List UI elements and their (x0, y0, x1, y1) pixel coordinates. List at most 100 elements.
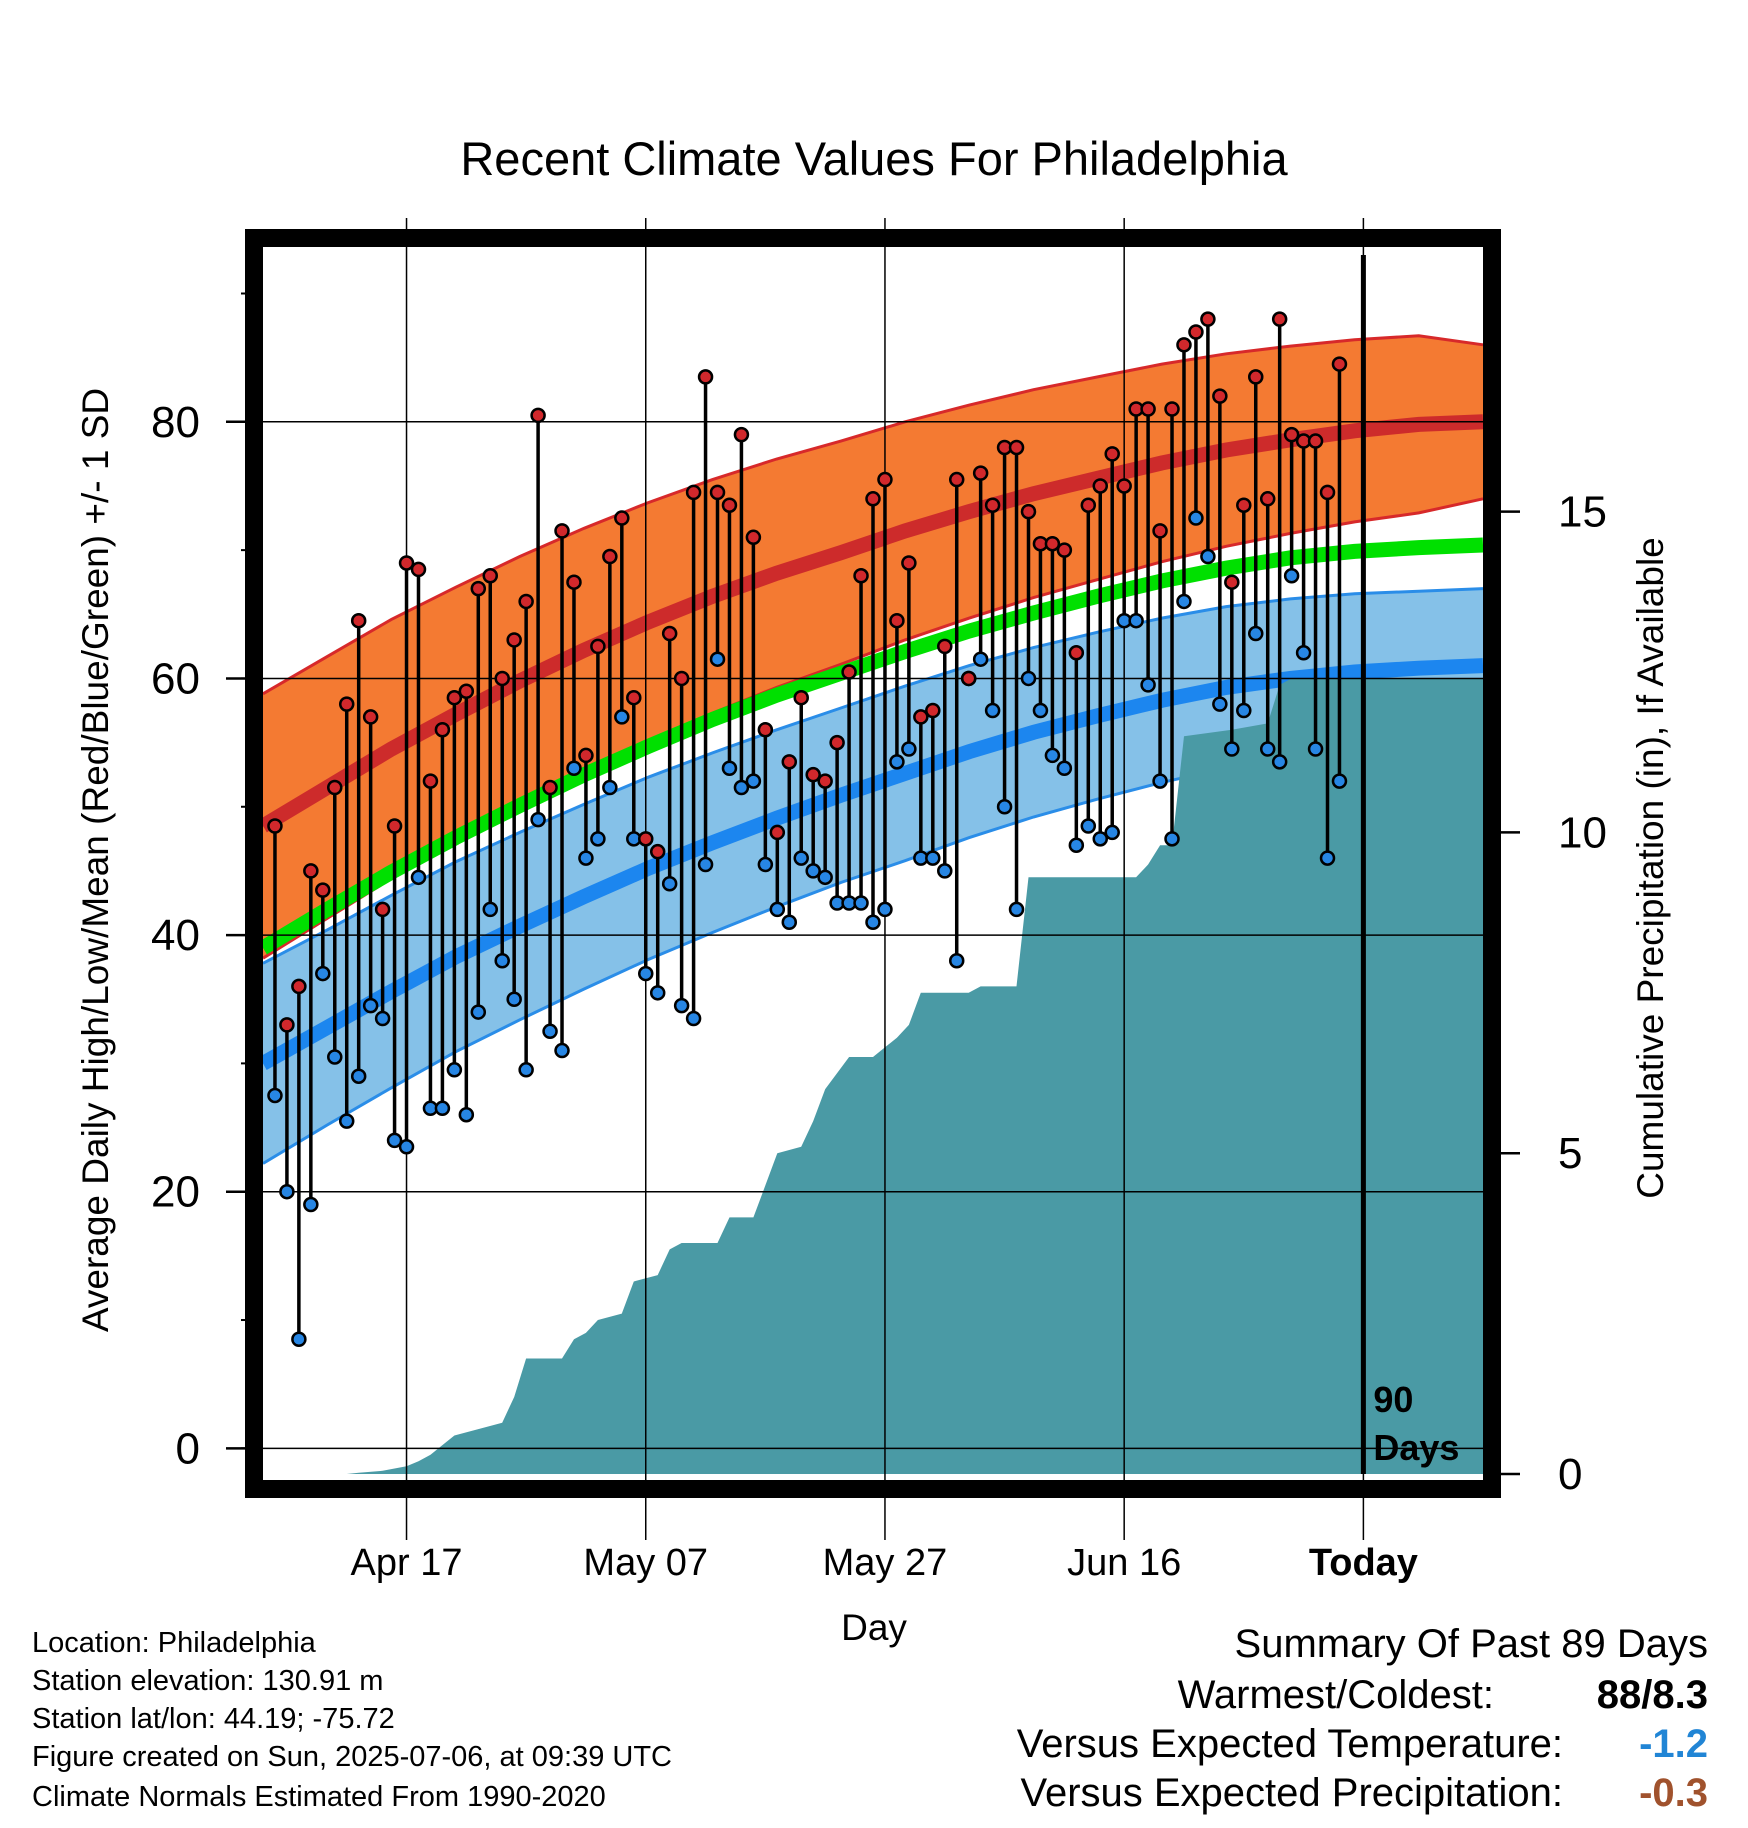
daily-high-point (303, 863, 319, 879)
daily-high-point (1176, 337, 1192, 353)
daily-high-point (578, 747, 594, 764)
daily-low-point (518, 1062, 534, 1078)
daily-low-point (996, 799, 1013, 815)
daily-low-point (637, 965, 654, 982)
daily-high-point (1116, 478, 1132, 494)
daily-low-point (1068, 837, 1085, 854)
daily-points (267, 311, 1348, 1348)
daily-low-point (1259, 741, 1276, 757)
daily-low-point (865, 914, 881, 930)
summary-heading: Summary Of Past 89 Days (1234, 1622, 1708, 1666)
daily-high-point (793, 689, 809, 706)
daily-low-point (1020, 670, 1037, 687)
daily-low-point (614, 709, 630, 725)
daily-low-point (1188, 510, 1204, 526)
y2-tick-label: 0 (1558, 1450, 1582, 1499)
daily-high-point (709, 484, 726, 501)
daily-low-point (434, 1100, 451, 1117)
daily-high-point (386, 818, 403, 834)
y2-tick-label: 10 (1558, 808, 1607, 857)
daily-range-stems (273, 319, 1342, 1340)
daily-high-point (1020, 503, 1037, 520)
daily-high-point (865, 491, 881, 507)
daily-low-point (984, 702, 1001, 719)
daily-low-point (757, 856, 774, 873)
daily-low-point (374, 1010, 391, 1027)
daily-high-point (721, 497, 738, 513)
daily-low-point (1140, 677, 1156, 693)
daily-high-point (1200, 311, 1216, 327)
daily-low-point (901, 741, 917, 757)
daily-low-point (1295, 645, 1312, 661)
daily-low-point (769, 901, 786, 918)
daily-high-point (637, 831, 654, 847)
daily-low-point (1008, 901, 1025, 918)
daily-high-point (817, 773, 833, 789)
daily-low-point (446, 1062, 463, 1078)
precip-area-group (263, 678, 1483, 1474)
daily-high-point (470, 580, 487, 597)
daily-low-point (1200, 548, 1216, 565)
today-label-days: Days (1373, 1427, 1459, 1468)
y2-axis-label: Cumulative Precipitation (in), If Availa… (1630, 537, 1671, 1199)
info-created: Figure created on Sun, 2025-07-06, at 09… (32, 1741, 672, 1773)
daily-high-point (291, 978, 307, 995)
y-tick-label: 80 (151, 398, 200, 447)
daily-high-point (948, 471, 965, 488)
x-tick-label: May 07 (583, 1542, 708, 1584)
daily-low-point (602, 779, 618, 796)
daily-low-point (566, 760, 582, 777)
x-tick-label: Jun 16 (1067, 1542, 1181, 1584)
daily-high-point (398, 555, 415, 571)
summary-warmest-label: Warmest/Coldest: (1177, 1673, 1494, 1717)
daily-high-point (434, 722, 451, 738)
daily-low-point (470, 1004, 487, 1020)
daily-high-point (889, 612, 905, 629)
daily-low-point (279, 1183, 295, 1200)
daily-low-point (1056, 760, 1073, 777)
daily-high-point (566, 574, 582, 590)
daily-high-point (602, 548, 618, 565)
daily-high-point (1104, 446, 1120, 462)
daily-high-point (937, 638, 953, 655)
daily-low-point (948, 952, 965, 969)
daily-high-point (350, 612, 367, 629)
daily-high-point (745, 529, 762, 546)
daily-low-point (291, 1331, 307, 1348)
daily-high-point (1307, 433, 1324, 449)
daily-low-point (649, 985, 666, 1001)
daily-high-point (542, 779, 558, 796)
daily-high-point (841, 664, 857, 680)
daily-high-point (1259, 491, 1276, 507)
daily-low-point (458, 1106, 475, 1123)
daily-high-point (1236, 497, 1252, 513)
daily-low-point (542, 1023, 558, 1040)
daily-low-point (1032, 702, 1049, 719)
info-latlon: Station lat/lon: 44.19; -75.72 (32, 1703, 395, 1735)
y-tick-label: 40 (151, 911, 200, 960)
daily-low-point (1176, 593, 1192, 610)
daily-low-point (733, 779, 750, 796)
daily-low-point (590, 831, 606, 847)
daily-low-point (338, 1113, 355, 1129)
daily-low-point (327, 1049, 343, 1065)
info-normals: Climate Normals Estimated From 1990-2020 (32, 1781, 606, 1813)
daily-high-point (422, 773, 439, 789)
daily-low-point (506, 991, 522, 1007)
daily-high-point (877, 471, 893, 488)
daily-low-point (362, 997, 379, 1014)
info-elevation: Station elevation: 130.91 m (32, 1665, 384, 1697)
daily-high-point (458, 683, 475, 700)
daily-high-point (315, 882, 331, 898)
daily-high-point (913, 709, 929, 725)
daily-high-point (614, 510, 630, 526)
plot-frame (245, 229, 1501, 1498)
daily-high-point (1056, 542, 1073, 558)
daily-high-point (530, 407, 546, 424)
today-label-days-count: 90 (1373, 1379, 1413, 1420)
daily-low-point (853, 895, 869, 911)
summary-precip-value: -0.3 (1639, 1771, 1708, 1815)
y2-tick-label: 15 (1558, 488, 1607, 537)
daily-high-point (733, 426, 750, 443)
